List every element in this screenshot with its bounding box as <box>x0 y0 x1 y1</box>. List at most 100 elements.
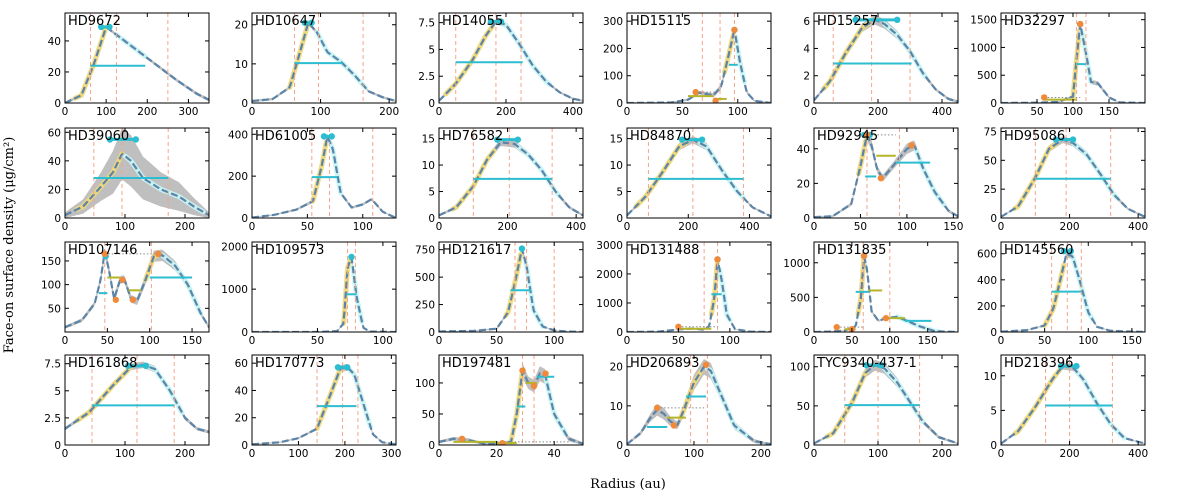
x-tick-label: 200 <box>1060 448 1080 460</box>
peak-marker <box>894 16 901 24</box>
peak-marker <box>1060 247 1068 255</box>
panel-hd14055: 0 200 400 0 2.5 5 7.5 HD14055 <box>418 12 584 118</box>
panel-title: HD109573 <box>255 243 324 258</box>
panel-frame <box>1000 241 1146 333</box>
panel-title: HD15115 <box>630 14 691 29</box>
surface-density-profile <box>814 18 958 103</box>
y-tick-label: 60 <box>48 127 61 139</box>
plot-area <box>65 242 209 332</box>
y-tick-label: 15 <box>610 134 623 146</box>
y-tick-label: 1000 <box>221 284 248 296</box>
uncertainty-band <box>1001 362 1145 445</box>
panel-frame <box>251 12 397 104</box>
plot-area <box>439 355 583 445</box>
x-tick-label: 300 <box>178 106 198 118</box>
extremum-marker <box>119 276 126 284</box>
extremum-marker <box>860 252 868 260</box>
extremum-marker <box>675 323 682 330</box>
peak-marker <box>1073 362 1080 370</box>
y-tick-label: 100 <box>415 378 435 390</box>
y-tick-label: 400 <box>228 129 248 141</box>
peak-marker <box>301 19 308 26</box>
x-tick-label: 400 <box>563 106 583 118</box>
x-tick-label: 100 <box>728 106 748 118</box>
y-tick-label: 2 <box>803 71 810 83</box>
panel-hd10647: 0 100 200 0 10 20 HD10647 <box>235 12 399 118</box>
x-tick-label: 50 <box>1038 335 1051 347</box>
panel-title: HD32297 <box>1004 14 1065 29</box>
y-tick-label: 10 <box>984 371 997 383</box>
peak-marker <box>142 362 150 370</box>
y-tick-label: 1000 <box>783 258 810 270</box>
plot-area <box>627 128 771 218</box>
peak-marker <box>1057 362 1065 370</box>
extremum-marker <box>519 367 526 374</box>
plot-area <box>814 128 958 218</box>
x-tick-label: 0 <box>624 106 631 118</box>
extremum-marker <box>542 370 549 377</box>
x-tick-label: 50 <box>676 106 689 118</box>
peak-marker <box>334 364 342 371</box>
panel-hd197481: 0 20 40 0 50 100 HD197481 <box>415 354 584 460</box>
plot-area <box>65 128 209 218</box>
x-tick-label: 150 <box>1099 106 1119 118</box>
panel-title: HD218396 <box>1004 356 1073 371</box>
panel-hd206893: 0 100 200 0 10 20 HD206893 <box>610 354 772 460</box>
x-tick-label: 200 <box>335 448 355 460</box>
panel-frame <box>438 12 584 104</box>
x-tick-label: 400 <box>932 106 952 118</box>
peak-marker <box>1069 136 1077 143</box>
extremum-marker <box>670 422 678 429</box>
panel-title: HD95086 <box>1004 129 1065 144</box>
x-tick-label: 200 <box>496 106 516 118</box>
panel-frame <box>1000 354 1146 446</box>
x-tick-label: 400 <box>566 221 586 233</box>
extremum-marker <box>1077 20 1084 28</box>
x-tick-label: 200 <box>678 221 698 233</box>
panel-hd95086: 0 200 400 0 25 50 75 HD95086 <box>984 126 1149 233</box>
extremum-marker <box>129 296 136 303</box>
panel-title: HD9672 <box>68 14 121 29</box>
panel-frame <box>438 241 584 333</box>
x-tick-label: 0 <box>249 335 256 347</box>
panel-hd76582: 0 200 400 0 5 10 15 HD76582 <box>422 127 586 233</box>
peak-marker <box>106 136 114 143</box>
y-tick-label: 5 <box>428 44 435 56</box>
x-tick-label: 0 <box>249 221 256 233</box>
y-tick-label: 40 <box>797 144 810 156</box>
y-tick-label: 2.5 <box>44 413 61 425</box>
uncertainty-band <box>65 26 209 103</box>
peak-marker <box>1067 247 1075 255</box>
plot-area <box>439 13 583 103</box>
panel-frame <box>251 241 397 333</box>
x-axis-title: Radius (au) <box>590 477 666 492</box>
y-tick-label: 20 <box>48 67 61 79</box>
x-tick-label: 0 <box>436 221 443 233</box>
plot-area <box>252 13 396 103</box>
panel-hd218396: 0 200 400 0 5 10 HD218396 <box>984 354 1148 460</box>
surface-density-profile <box>814 364 958 445</box>
extremum-marker <box>882 314 890 322</box>
extremum-marker <box>1041 94 1048 101</box>
extremum-marker <box>653 404 661 412</box>
inner-edge-segment <box>74 364 134 424</box>
y-tick-label: 6 <box>803 16 810 28</box>
x-tick-label: 200 <box>932 448 952 460</box>
extremum-marker <box>712 97 719 103</box>
y-axis-title: Face-on surface density (μg/cm²) <box>2 137 17 354</box>
panel-hd161868: 0 100 200 0 2.5 5 7.5 HD161868 <box>44 354 210 460</box>
y-tick-label: 20 <box>48 184 61 196</box>
y-tick-label: 0 <box>428 440 435 452</box>
panel-hd170773: 0 100 200 300 0 20 40 60 HD170773 <box>235 354 401 460</box>
x-tick-label: 100 <box>140 335 160 347</box>
y-tick-label: 10 <box>610 401 623 413</box>
outer-edge-segment <box>881 365 926 425</box>
panel-hd84870: 0 200 400 0 5 10 15 HD84870 <box>610 127 772 233</box>
y-tick-label: 200 <box>977 301 997 313</box>
x-tick-label: 0 <box>624 221 631 233</box>
panel-frame <box>1000 127 1146 219</box>
x-tick-label: 100 <box>1078 335 1098 347</box>
surface-density-profile <box>65 152 209 217</box>
surface-density-profile <box>1001 138 1145 218</box>
peak-marker <box>106 23 113 31</box>
